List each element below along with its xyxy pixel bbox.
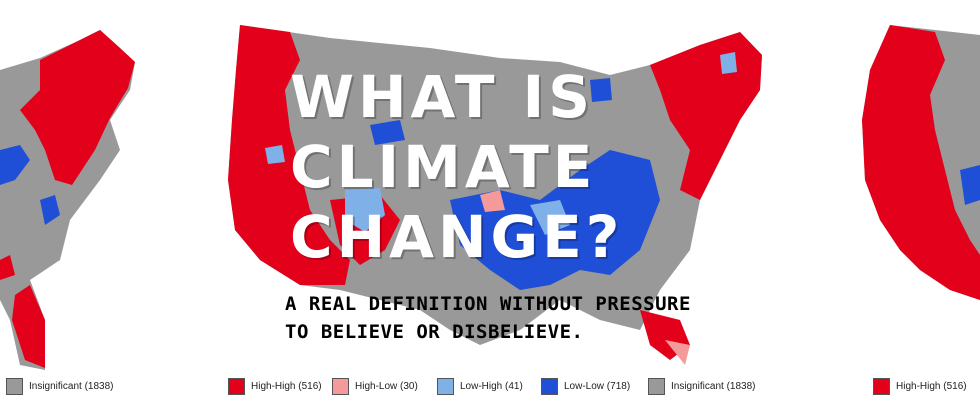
legend-swatch [228, 377, 245, 395]
headline: WHAT IS CLIMATE CHANGE? [290, 62, 623, 272]
left-map [0, 30, 135, 370]
legend-swatch [873, 377, 890, 395]
us-county-maps [0, 25, 980, 370]
legend-label: Low-Low (718) [564, 380, 631, 392]
legend-item: High-High (516) [873, 374, 967, 398]
legend-item: Low-Low (718) [541, 374, 630, 398]
legend-item: High-Low (30) [332, 374, 418, 398]
legend-label: Low-High (41) [460, 380, 523, 392]
legend-swatch [541, 377, 558, 395]
legend-label: Insignificant (1838) [29, 380, 114, 392]
legend-item: Low-High (41) [437, 374, 523, 398]
legend-item: Insignificant (1838) [648, 374, 756, 398]
legend-item: High-High (516) [228, 374, 322, 398]
legend-swatch [437, 377, 454, 395]
headline-line-1: WHAT IS [290, 63, 595, 131]
headline-line-3: CHANGE? [290, 203, 624, 271]
headline-line-2: CLIMATE [290, 133, 597, 201]
legend-label: High-Low (30) [355, 380, 418, 392]
legend-label: Insignificant (1838) [671, 380, 756, 392]
legend-swatch [648, 377, 665, 395]
legend-label: High-High (516) [251, 380, 322, 392]
subheadline-line-2: TO BELIEVE OR DISBELIEVE. [285, 321, 584, 343]
right-map [862, 25, 980, 300]
center-map [228, 25, 762, 365]
legend-swatch [6, 377, 23, 395]
legend-swatch [332, 377, 349, 395]
legend-label: High-High (516) [896, 380, 967, 392]
legend-item: Insignificant (1838) [6, 374, 114, 398]
subheadline: A REAL DEFINITION WITHOUT PRESSURE TO BE… [285, 290, 691, 346]
subheadline-line-1: A REAL DEFINITION WITHOUT PRESSURE [285, 293, 691, 315]
map-legend: Insignificant (1838) High-High (516) Hig… [0, 374, 980, 398]
